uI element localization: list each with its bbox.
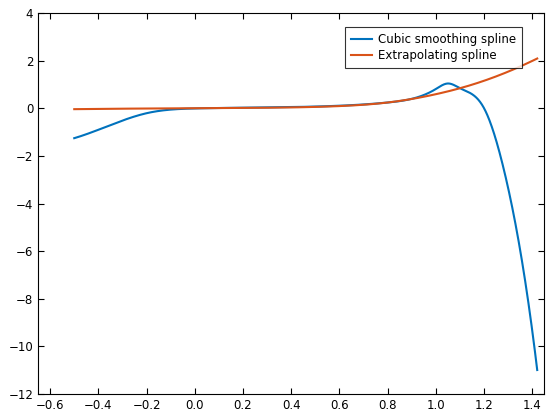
Extrapolating spline bbox=[520, 62, 527, 67]
Extrapolating spline bbox=[520, 63, 527, 68]
Line: Cubic smoothing spline: Cubic smoothing spline bbox=[74, 84, 537, 370]
Cubic smoothing spline bbox=[71, 136, 78, 141]
Cubic smoothing spline bbox=[534, 368, 540, 373]
Cubic smoothing spline bbox=[520, 270, 527, 275]
Cubic smoothing spline bbox=[284, 105, 291, 110]
Extrapolating spline bbox=[95, 106, 101, 111]
Extrapolating spline bbox=[296, 105, 303, 110]
Extrapolating spline bbox=[284, 105, 291, 110]
Extrapolating spline bbox=[436, 91, 442, 96]
Cubic smoothing spline bbox=[445, 81, 451, 86]
Cubic smoothing spline bbox=[436, 85, 442, 90]
Cubic smoothing spline bbox=[95, 127, 101, 132]
Extrapolating spline bbox=[71, 107, 78, 112]
Legend: Cubic smoothing spline, Extrapolating spline: Cubic smoothing spline, Extrapolating sp… bbox=[346, 27, 522, 68]
Line: Extrapolating spline: Extrapolating spline bbox=[74, 58, 537, 109]
Cubic smoothing spline bbox=[521, 271, 528, 276]
Cubic smoothing spline bbox=[296, 105, 303, 110]
Extrapolating spline bbox=[534, 56, 540, 61]
